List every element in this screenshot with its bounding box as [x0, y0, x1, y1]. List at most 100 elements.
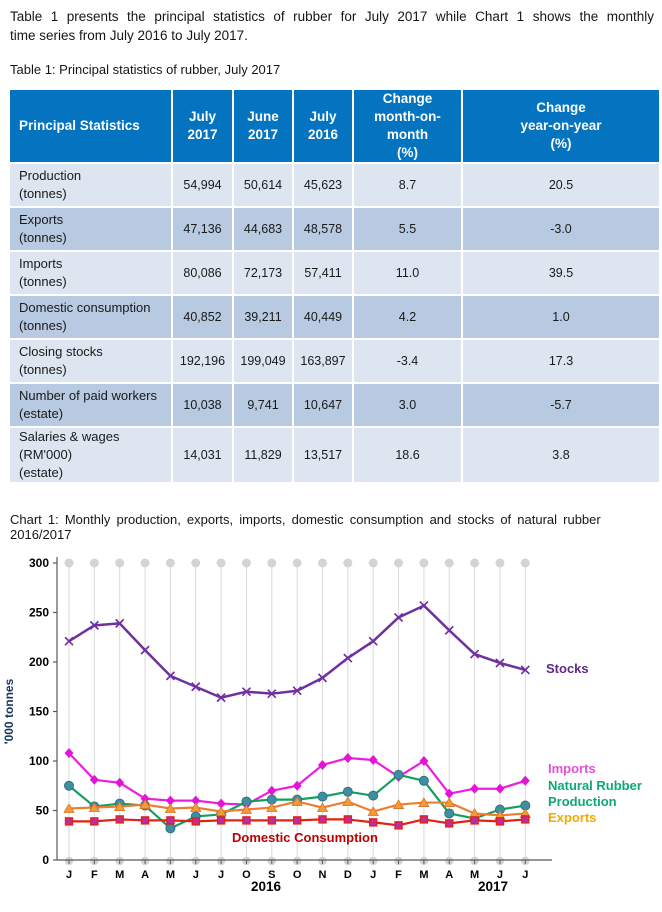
cell-value: 192,196: [173, 340, 232, 382]
marker-circle: [368, 790, 379, 801]
marker-square: [90, 817, 99, 826]
marker-triangle: [215, 806, 227, 816]
marker-square: [470, 816, 479, 825]
series-label: Production: [548, 794, 617, 809]
marker-x: [444, 625, 454, 635]
cell-value: 57,411: [294, 252, 352, 294]
year-label: 2016: [251, 879, 282, 894]
marker-square: [318, 815, 327, 824]
cell-value: 39.5: [463, 252, 659, 294]
grid-cap-dot-top: [343, 558, 353, 568]
table-header: Principal Statistics July 2017 June 2017 July…: [10, 90, 659, 162]
intro-line-1: Table 1 presents the principal statistic…: [10, 9, 654, 24]
intro-paragraph: Table 1 presents the principal statistic…: [10, 7, 654, 45]
marker-square: [267, 816, 276, 825]
grid-cap-dot-top: [394, 558, 404, 568]
y-tick-label: 150: [29, 705, 49, 719]
row-label: Number of paid workers (estate): [10, 384, 171, 426]
month-label: M: [166, 869, 175, 881]
y-tick-label: 250: [29, 606, 49, 620]
y-tick-label: 200: [29, 655, 49, 669]
month-label: F: [91, 869, 98, 881]
grid-cap-dot-top: [216, 558, 226, 568]
cell-value: 18.6: [354, 428, 461, 482]
marker-triangle: [240, 804, 253, 814]
marker-triangle: [342, 796, 354, 806]
marker-circle: [317, 791, 328, 802]
chart-area: 0 50 100 150 200 250 300 J F M A M J J O S O N D J F M A M J J 201…: [0, 545, 662, 912]
y-tick-label: 0: [42, 853, 49, 867]
grid-cap-dot-top: [368, 558, 378, 568]
month-label: J: [370, 869, 376, 881]
marker-square: [369, 818, 378, 827]
grid-cap-dot-top: [267, 558, 277, 568]
marker-diamond: [64, 748, 74, 759]
cell-value: 47,136: [173, 208, 232, 250]
marker-square: [166, 816, 175, 825]
table-row: Domestic consumption (tonnes) 40,852 39,211…: [10, 296, 659, 338]
marker-diamond: [419, 756, 429, 766]
cell-value: 163,897: [294, 340, 352, 382]
marker-x: [520, 665, 530, 675]
marker-diamond: [216, 798, 226, 809]
marker-square: [242, 816, 251, 825]
marker-square: [445, 819, 454, 828]
cell-value: 13,517: [294, 428, 352, 482]
cell-value: 4.2: [354, 296, 461, 338]
marker-x: [216, 693, 226, 703]
column-header: June 2017: [234, 90, 292, 162]
series-label: Stocks: [546, 661, 589, 676]
month-label: J: [193, 869, 199, 881]
cell-value: 3.0: [354, 384, 461, 426]
marker-diamond: [115, 777, 125, 788]
column-header: Change month-on-month (%): [354, 90, 461, 162]
cell-value: 44,683: [234, 208, 292, 250]
marker-square: [191, 817, 200, 826]
y-tick-label: 300: [29, 556, 49, 570]
cell-value: -3.4: [354, 340, 461, 382]
column-header: Change year-on-year (%): [463, 90, 659, 162]
marker-square: [140, 816, 150, 825]
marker-triangle: [291, 796, 303, 806]
marker-x: [89, 620, 99, 630]
principal-statistics-table: Principal Statistics July 2017 June 2017 July…: [8, 88, 661, 484]
table-caption: Table 1: Principal statistics of rubber,…: [10, 62, 281, 77]
marker-x: [191, 682, 201, 692]
cell-value: 20.5: [463, 164, 659, 206]
series-stocks: [64, 600, 530, 703]
cell-value: 8.7: [354, 164, 461, 206]
table-row: Exports (tonnes) 47,136 44,683 48,578 5.5 -3.0: [10, 208, 659, 250]
cell-value: 40,449: [294, 296, 352, 338]
marker-diamond: [495, 783, 505, 794]
marker-x: [165, 671, 176, 681]
marker-square: [292, 816, 302, 825]
month-label: D: [344, 869, 352, 881]
marker-x: [393, 612, 404, 623]
marker-square: [394, 821, 403, 830]
series-label: Exports: [548, 810, 596, 825]
marker-x: [292, 686, 302, 696]
marker-circle: [342, 786, 353, 797]
cell-value: 40,852: [173, 296, 232, 338]
grid-cap-dot-top: [191, 558, 201, 568]
marker-diamond: [89, 774, 99, 785]
table-row: Production (tonnes) 54,994 50,614 45,623 8.7 2…: [10, 164, 659, 206]
marker-x: [343, 653, 353, 663]
marker-triangle: [190, 802, 202, 812]
marker-diamond: [343, 753, 353, 764]
series-label: Imports: [548, 761, 596, 776]
marker-triangle: [367, 806, 379, 816]
y-tick-label: 50: [36, 804, 50, 818]
month-label: M: [115, 869, 124, 881]
grid-cap-dot-top: [520, 558, 530, 568]
row-label: Domestic consumption (tonnes): [10, 296, 171, 338]
grid-cap-dot-top: [318, 558, 327, 568]
y-tick-label: 100: [29, 754, 49, 768]
marker-x: [115, 618, 125, 628]
grid-cap-dot-top: [444, 558, 454, 568]
cell-value: 199,049: [234, 340, 292, 382]
cell-value: 50,614: [234, 164, 292, 206]
grid-cap-dot-top: [470, 558, 480, 568]
marker-diamond: [470, 783, 480, 794]
